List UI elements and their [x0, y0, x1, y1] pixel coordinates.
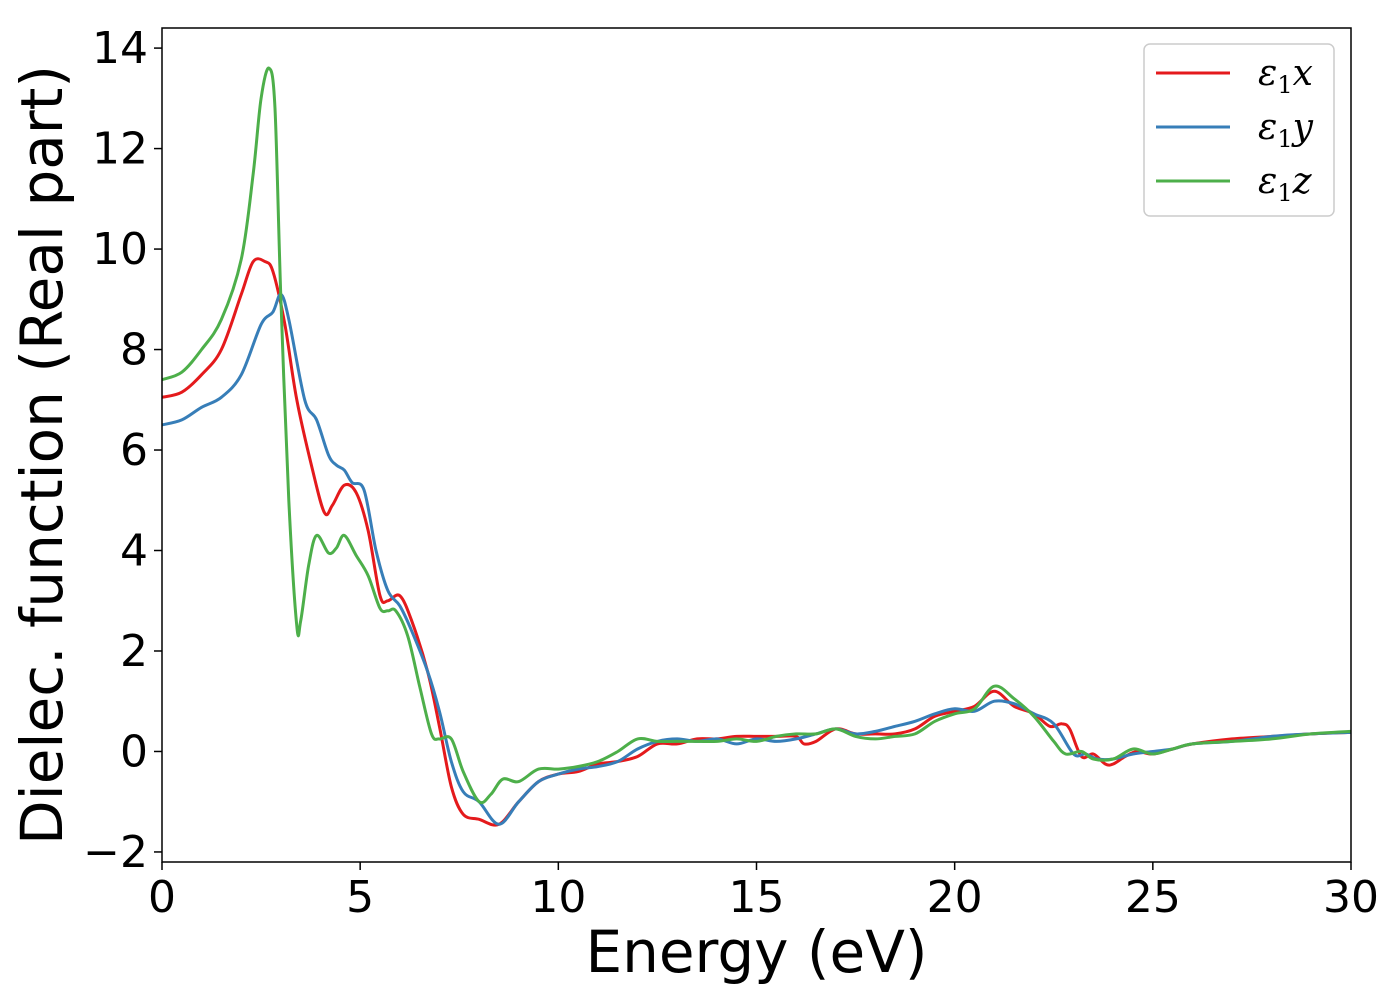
x-tick-label: 5: [346, 872, 374, 923]
series-line-z: [161, 66, 1352, 805]
series-layer: [161, 66, 1352, 827]
series-line-y: [161, 292, 1352, 826]
x-tick-label: 10: [530, 872, 586, 923]
y-tick-label: 6: [120, 425, 148, 476]
legend-label-y: ε1y: [1258, 107, 1314, 153]
x-axis-label: Energy (eV): [585, 918, 927, 986]
x-tick-label: 0: [148, 872, 176, 923]
x-tick-label: 25: [1125, 872, 1181, 923]
x-tick-label: 30: [1323, 872, 1379, 923]
x-tick-label: 20: [927, 872, 983, 923]
legend-box: [1143, 43, 1335, 217]
legend: ε1x ε1y ε1z: [1143, 43, 1335, 217]
legend-label-x: ε1x: [1258, 53, 1313, 99]
y-tick-label: 12: [92, 124, 148, 175]
y-tick-label: 8: [120, 325, 148, 376]
legend-label-z: ε1z: [1258, 161, 1313, 207]
x-tick-label: 15: [729, 872, 785, 923]
y-tick-label: 0: [120, 726, 148, 777]
y-tick-label: 14: [92, 23, 148, 74]
y-tick-label: 2: [120, 626, 148, 677]
y-tick-label: 10: [92, 224, 148, 275]
y-tick-label: −2: [83, 827, 148, 878]
y-axis-label: Dielec. function (Real part): [8, 65, 76, 845]
y-tick-label: 4: [120, 526, 148, 577]
